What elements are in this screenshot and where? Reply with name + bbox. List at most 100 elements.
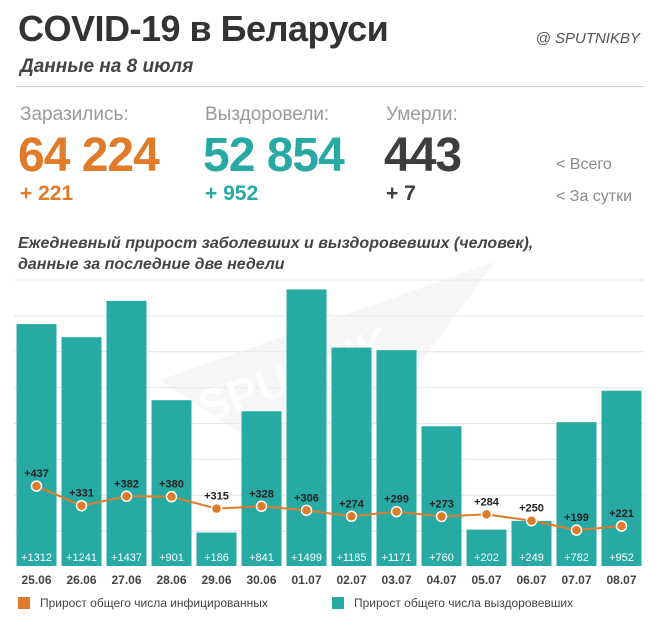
infected-point: [255, 500, 268, 513]
recovered-value-label: +1171: [381, 552, 411, 564]
infected-point: [480, 508, 493, 521]
infected-line-path: [36, 485, 622, 532]
x-tick-label: 27.06: [111, 573, 141, 587]
infected-value-label: +199: [564, 512, 589, 524]
infected-point: [435, 510, 448, 523]
infected-value-label: +328: [249, 488, 274, 500]
infected-point: [570, 524, 583, 536]
recovered-bar: [106, 300, 147, 567]
infected-value-label: +250: [519, 503, 544, 515]
infected-value-label: +221: [609, 508, 634, 520]
chart-title-line-1: Ежедневный прирост заболевших и выздоров…: [18, 235, 534, 252]
x-tick-label: 07.07: [561, 573, 591, 587]
x-tick-label: 08.07: [606, 573, 636, 587]
recovered-bar: [421, 426, 462, 567]
x-axis: 25.06 26.06 27.06 28.06 29.06 30.06 01.07 02.07…: [14, 566, 644, 587]
legend-infected: Прирост общего числа инфицированных: [18, 596, 268, 610]
infected-value-label: +306: [294, 492, 319, 504]
infected-value-label: +284: [474, 496, 500, 508]
recovered-bar: [601, 390, 642, 567]
recovered-label: Выздоровели:: [205, 104, 330, 125]
x-tick-label: 02.07: [336, 573, 366, 587]
infected-value-label: +380: [159, 479, 184, 491]
x-tick-label: 01.07: [291, 573, 321, 587]
deaths-label: Умерли:: [386, 104, 458, 125]
brand-handle[interactable]: @ SPUTNIKBY: [535, 30, 640, 47]
x-tick-label: 06.07: [516, 573, 546, 587]
data-labels: +1312 +1241 +1437 +901 +186 +841 +1499 +1185 +11…: [21, 468, 634, 564]
x-tick-label: 03.07: [381, 573, 411, 587]
infected-point: [300, 504, 313, 517]
infected-point: [75, 499, 88, 512]
page-title: COVID-19 в Беларуси: [18, 8, 389, 49]
infected-value-label: +382: [114, 478, 139, 490]
x-tick-label: 28.06: [156, 573, 186, 587]
infected-value-label: +273: [429, 498, 454, 510]
legend-total: < Всего: [556, 156, 612, 173]
recovered-bar: [241, 411, 282, 567]
recovered-bar: [16, 324, 57, 567]
recovered-value-label: +1185: [336, 552, 366, 564]
infected-total: 64 224: [18, 129, 160, 182]
infected-point: [615, 520, 628, 532]
x-tick-label: 25.06: [21, 573, 51, 587]
infected-value-label: +315: [204, 491, 229, 503]
infected-label: Заразились:: [20, 104, 129, 125]
infected-point: [210, 502, 223, 515]
recovered-bar: [196, 532, 237, 567]
legend-infected-label: Прирост общего числа инфицированных: [40, 596, 268, 610]
infected-value-label: +274: [339, 498, 365, 510]
recovered-value-label: +1312: [21, 552, 52, 564]
legend-recovered-label: Прирост общего числа выздоровевших: [354, 596, 574, 610]
recovered-daily: + 952: [205, 182, 259, 205]
recovered-value-label: +202: [474, 552, 499, 564]
infected-value-label: +331: [69, 488, 94, 500]
recovered-value-label: +782: [564, 552, 589, 564]
recovered-value-label: +1499: [291, 552, 322, 564]
infected-daily: + 221: [20, 182, 74, 205]
recovered-value-label: +249: [519, 552, 544, 564]
legend-recovered-swatch: [332, 597, 344, 609]
legend-infected-swatch: [18, 597, 30, 609]
recovered-value-label: +760: [429, 552, 454, 564]
page-subtitle: Данные на 8 июля: [20, 56, 194, 77]
recovered-value-label: +186: [204, 552, 229, 564]
infected-point: [390, 505, 403, 518]
recovered-value-label: +841: [249, 552, 274, 564]
deaths-total: 443: [384, 129, 462, 182]
recovered-bar: [331, 347, 372, 567]
recovered-total: 52 854: [203, 129, 345, 182]
infected-point: [120, 490, 133, 503]
recovered-bar: [511, 520, 552, 567]
recovered-bar: [286, 289, 327, 567]
infected-value-label: +299: [384, 494, 409, 506]
deaths-daily: + 7: [386, 182, 416, 205]
infected-point: [165, 490, 178, 503]
x-tick-label: 29.06: [201, 573, 231, 587]
x-tick-label: 05.07: [471, 573, 501, 587]
infected-point: [30, 480, 43, 492]
recovered-bar: [151, 400, 192, 567]
recovered-bar: [61, 337, 102, 567]
recovered-bar: [376, 350, 417, 567]
chart-title-line-2: данные за последние две недели: [18, 256, 285, 273]
recovered-bar: [466, 529, 507, 567]
recovered-bars: [16, 289, 642, 567]
recovered-bar: [556, 422, 597, 567]
legend-recovered: Прирост общего числа выздоровевших: [332, 596, 573, 610]
chart-title: Ежедневный прирост заболевших и выздоров…: [18, 233, 533, 275]
recovered-value-label: +1437: [111, 552, 142, 564]
infected-line: [30, 480, 628, 536]
infected-value-label: +437: [24, 468, 49, 480]
recovered-value-label: +901: [159, 552, 184, 564]
infected-point: [345, 510, 358, 523]
x-tick-label: 30.06: [246, 573, 276, 587]
infected-point: [525, 514, 538, 527]
header-divider: [16, 86, 644, 87]
recovered-value-label: +1241: [66, 552, 97, 564]
recovered-value-label: +952: [609, 552, 634, 564]
x-tick-label: 04.07: [426, 573, 456, 587]
x-tick-label: 26.06: [66, 573, 96, 587]
legend-daily: < За сутки: [556, 188, 633, 205]
